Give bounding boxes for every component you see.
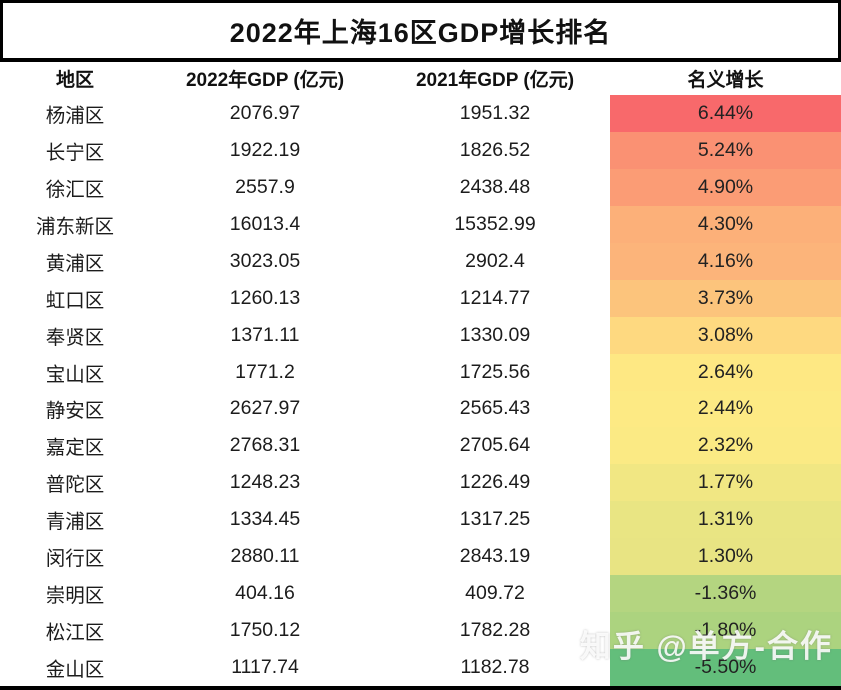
gdp-2021-cell: 2902.4	[380, 242, 610, 280]
gdp-2021-cell: 1782.28	[380, 612, 610, 650]
district-cell: 静安区	[0, 390, 150, 428]
growth-heat-cell: 1.31%	[610, 501, 841, 539]
table-row: 杨浦区 2076.97 1951.32 6.44%	[0, 95, 841, 132]
gdp-2022-cell: 2076.97	[150, 95, 380, 132]
gdp-2021-cell: 2438.48	[380, 168, 610, 206]
gdp-2022-cell: 1334.45	[150, 501, 380, 539]
column-header-growth: 名义增长	[610, 62, 841, 95]
gdp-2021-cell: 2705.64	[380, 427, 610, 465]
gdp-2021-cell: 409.72	[380, 575, 610, 613]
district-cell: 松江区	[0, 612, 150, 650]
gdp-2022-cell: 1922.19	[150, 131, 380, 169]
page-title: 2022年上海16区GDP增长排名	[229, 18, 612, 48]
gdp-2021-cell: 1214.77	[380, 279, 610, 317]
table-row: 长宁区 1922.19 1826.52 5.24%	[0, 131, 841, 169]
gdp-2022-cell: 3023.05	[150, 242, 380, 280]
growth-heat-cell: 4.90%	[610, 168, 841, 206]
district-cell: 崇明区	[0, 575, 150, 613]
gdp-2022-cell: 16013.4	[150, 205, 380, 243]
district-cell: 浦东新区	[0, 205, 150, 243]
gdp-2022-cell: 2557.9	[150, 168, 380, 206]
gdp-2021-cell: 2843.19	[380, 538, 610, 576]
district-cell: 长宁区	[0, 131, 150, 169]
column-header-gdp2021: 2021年GDP (亿元)	[380, 62, 610, 95]
bottom-border-rule	[0, 686, 841, 690]
gdp-2022-cell: 2768.31	[150, 427, 380, 465]
growth-heat-cell: 1.77%	[610, 464, 841, 502]
district-cell: 虹口区	[0, 279, 150, 317]
district-cell: 普陀区	[0, 464, 150, 502]
gdp-2022-cell: 2627.97	[150, 390, 380, 428]
table-row: 崇明区 404.16 409.72 -1.36%	[0, 575, 841, 613]
growth-heat-cell: 1.30%	[610, 538, 841, 576]
table-row: 徐汇区 2557.9 2438.48 4.90%	[0, 168, 841, 206]
gdp-2021-cell: 2565.43	[380, 390, 610, 428]
gdp-2021-cell: 1226.49	[380, 464, 610, 502]
table-body: 杨浦区 2076.97 1951.32 6.44% 长宁区 1922.19 18…	[0, 95, 841, 686]
growth-heat-cell: 5.24%	[610, 131, 841, 169]
gdp-2021-cell: 15352.99	[380, 205, 610, 243]
district-cell: 杨浦区	[0, 95, 150, 132]
district-cell: 金山区	[0, 649, 150, 686]
growth-heat-cell: 2.44%	[610, 390, 841, 428]
district-cell: 青浦区	[0, 501, 150, 539]
growth-heat-cell: 2.32%	[610, 427, 841, 465]
table-row: 虹口区 1260.13 1214.77 3.73%	[0, 279, 841, 317]
district-cell: 黄浦区	[0, 242, 150, 280]
title-box: 2022年上海16区GDP增长排名	[0, 0, 841, 62]
district-cell: 奉贤区	[0, 316, 150, 354]
gdp-2021-cell: 1330.09	[380, 316, 610, 354]
table-row: 闵行区 2880.11 2843.19 1.30%	[0, 538, 841, 576]
gdp-2022-cell: 1248.23	[150, 464, 380, 502]
gdp-2022-cell: 1117.74	[150, 649, 380, 686]
table-row: 青浦区 1334.45 1317.25 1.31%	[0, 501, 841, 539]
gdp-2022-cell: 1260.13	[150, 279, 380, 317]
gdp-2022-cell: 1371.11	[150, 316, 380, 354]
gdp-2022-cell: 404.16	[150, 575, 380, 613]
gdp-2021-cell: 1317.25	[380, 501, 610, 539]
growth-heat-cell: 4.30%	[610, 205, 841, 243]
district-cell: 闵行区	[0, 538, 150, 576]
growth-heat-cell: -1.36%	[610, 575, 841, 613]
column-header-district: 地区	[0, 62, 150, 95]
growth-heat-cell: -1.80%	[610, 612, 841, 650]
table-row: 静安区 2627.97 2565.43 2.44%	[0, 390, 841, 428]
column-header-gdp2022: 2022年GDP (亿元)	[150, 62, 380, 95]
gdp-2021-cell: 1951.32	[380, 95, 610, 132]
table-row: 松江区 1750.12 1782.28 -1.80%	[0, 612, 841, 650]
table-row: 浦东新区 16013.4 15352.99 4.30%	[0, 205, 841, 243]
growth-heat-cell: 6.44%	[610, 95, 841, 132]
growth-heat-cell: 2.64%	[610, 353, 841, 391]
table-row: 金山区 1117.74 1182.78 -5.50%	[0, 649, 841, 686]
table-row: 普陀区 1248.23 1226.49 1.77%	[0, 464, 841, 502]
district-cell: 嘉定区	[0, 427, 150, 465]
gdp-2022-cell: 1750.12	[150, 612, 380, 650]
table-row: 奉贤区 1371.11 1330.09 3.08%	[0, 316, 841, 354]
growth-heat-cell: -5.50%	[610, 649, 841, 686]
gdp-2021-cell: 1826.52	[380, 131, 610, 169]
table-row: 嘉定区 2768.31 2705.64 2.32%	[0, 427, 841, 465]
gdp-2021-cell: 1182.78	[380, 649, 610, 686]
growth-heat-cell: 4.16%	[610, 242, 841, 280]
gdp-2021-cell: 1725.56	[380, 353, 610, 391]
growth-heat-cell: 3.73%	[610, 279, 841, 317]
growth-heat-cell: 3.08%	[610, 316, 841, 354]
district-cell: 宝山区	[0, 353, 150, 391]
gdp-2022-cell: 2880.11	[150, 538, 380, 576]
table-row: 宝山区 1771.2 1725.56 2.64%	[0, 353, 841, 391]
district-cell: 徐汇区	[0, 168, 150, 206]
gdp-2022-cell: 1771.2	[150, 353, 380, 391]
table-row: 黄浦区 3023.05 2902.4 4.16%	[0, 242, 841, 280]
table-header-row: 地区 2022年GDP (亿元) 2021年GDP (亿元) 名义增长	[0, 62, 841, 95]
